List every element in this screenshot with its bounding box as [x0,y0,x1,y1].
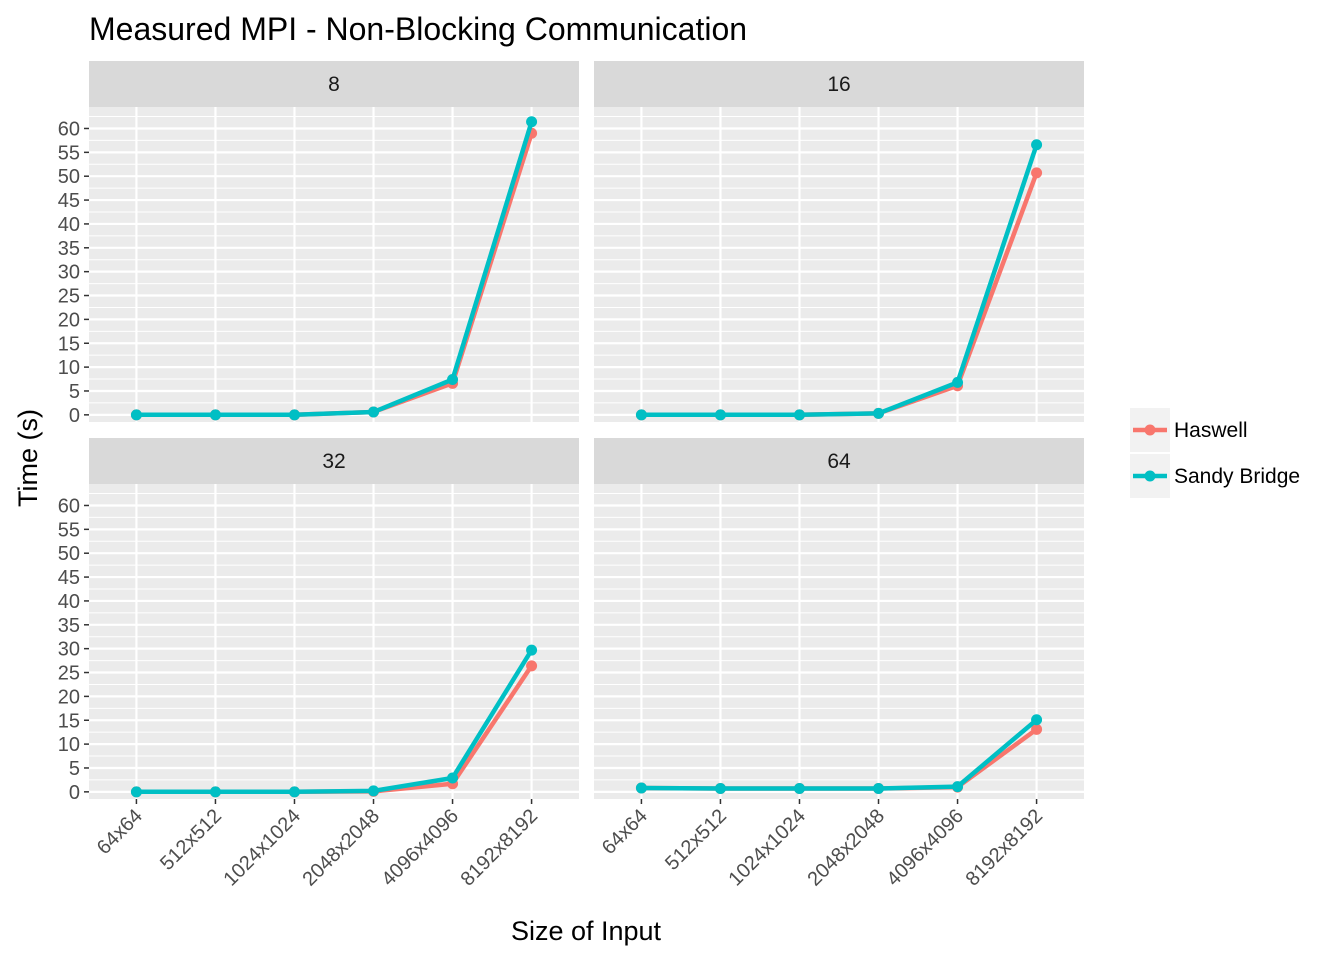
y-tick-label: 55 [58,142,80,164]
series-line-sandy-bridge [136,648,534,795]
data-point-haswell [1031,167,1043,179]
y-axis-title: Time (s) [13,409,43,507]
facet-strip [89,438,579,484]
y-tick-label: 25 [58,663,80,685]
facet-strip-label: 8 [328,73,340,96]
x-tick-label: 64x64 [598,805,652,859]
facet-panels: 8051015202530354045505560163205101520253… [58,61,1084,891]
data-point-sandy-bridge [368,785,380,797]
data-point-sandy-bridge [288,786,300,798]
data-point-sandy-bridge [635,409,647,421]
x-tick-label: 2048x2048 [299,805,385,891]
x-tick-label: 2048x2048 [804,805,890,891]
x-tick-label: 8192x8192 [457,805,543,891]
x-axis-title: Size of Input [511,916,662,946]
x-tick-label: 1024x1024 [219,805,305,891]
chart-title: Measured MPI - Non-Blocking Communicatio… [89,11,747,47]
y-tick-label: 50 [58,543,80,565]
data-point-sandy-bridge [793,783,805,794]
x-tick-label: 512x512 [661,805,731,875]
series-line-sandy-bridge [136,121,534,418]
data-point-sandy-bridge [793,409,805,421]
y-tick-label: 20 [58,309,80,331]
y-tick-label: 0 [69,782,80,804]
y-tick-label: 0 [69,405,80,427]
y-tick-label: 30 [58,262,80,284]
legend: Haswell Sandy Bridge [1130,408,1300,498]
panel-background [89,484,579,799]
data-point-sandy-bridge [873,407,885,419]
panel-background [594,107,1084,422]
data-point-sandy-bridge [952,781,964,793]
y-tick-label: 60 [58,118,80,140]
data-point-sandy-bridge [447,772,459,784]
x-tick-label: 1024x1024 [724,805,810,891]
facet-panel-64: 64 64x64 512x5121024x10242048x20484096x409… [594,438,1084,891]
facet-strip-label: 32 [322,450,345,473]
data-point-sandy-bridge [526,116,538,128]
y-tick-label: 55 [58,519,80,541]
y-tick-label: 50 [58,166,80,188]
data-point-sandy-bridge [368,406,380,418]
data-point-sandy-bridge [447,374,459,386]
y-tick-label: 45 [58,567,80,589]
facet-strip [594,61,1084,107]
y-tick-label: 60 [58,495,80,517]
series-line-sandy-bridge [641,143,1039,418]
y-tick-label: 5 [69,381,80,403]
x-tick-label: 512x512 [156,805,226,875]
facet-strip-label: 64 [827,450,851,473]
legend-label: Sandy Bridge [1174,465,1300,488]
y-tick-label: 40 [58,214,80,236]
panel-background [594,484,1084,799]
y-tick-label: 35 [58,238,80,260]
panel-background [89,107,579,422]
x-tick-label: 4096x4096 [883,805,969,891]
data-point-haswell [526,660,538,672]
y-tick-label: 35 [58,615,80,637]
y-tick-label: 40 [58,591,80,613]
y-tick-label: 45 [58,190,80,212]
y-tick-label: 30 [58,639,80,661]
data-point-haswell [1031,723,1043,735]
data-point-sandy-bridge [714,783,726,794]
data-point-sandy-bridge [635,782,647,794]
series-line-sandy-bridge [641,718,1039,791]
facet-panel-16: 16 [594,61,1084,422]
data-point-sandy-bridge [714,409,726,421]
y-tick-label: 10 [58,734,80,756]
y-tick-label: 5 [69,758,80,780]
data-point-sandy-bridge [130,409,142,421]
x-tick-label: 4096x4096 [378,805,464,891]
y-tick-label: 15 [58,333,80,355]
data-point-sandy-bridge [952,376,964,388]
legend-label: Haswell [1174,419,1248,442]
legend-key-point [1144,470,1156,482]
data-point-sandy-bridge [209,409,221,421]
x-tick-label: 64x64 [93,805,147,859]
data-point-sandy-bridge [526,644,538,656]
data-point-sandy-bridge [873,783,885,794]
y-tick-label: 10 [58,357,80,379]
y-tick-label: 15 [58,710,80,732]
y-tick-label: 20 [58,686,80,708]
facet-strip-label: 16 [827,73,850,96]
legend-key-point [1144,424,1156,436]
x-tick-label: 8192x8192 [962,805,1048,891]
facet-strip [89,61,579,107]
facet-strip [594,438,1084,484]
data-point-sandy-bridge [1031,139,1043,151]
data-point-sandy-bridge [209,786,221,798]
y-tick-label: 25 [58,286,80,308]
data-point-sandy-bridge [288,409,300,421]
data-point-sandy-bridge [1031,714,1043,726]
data-point-sandy-bridge [130,786,142,798]
